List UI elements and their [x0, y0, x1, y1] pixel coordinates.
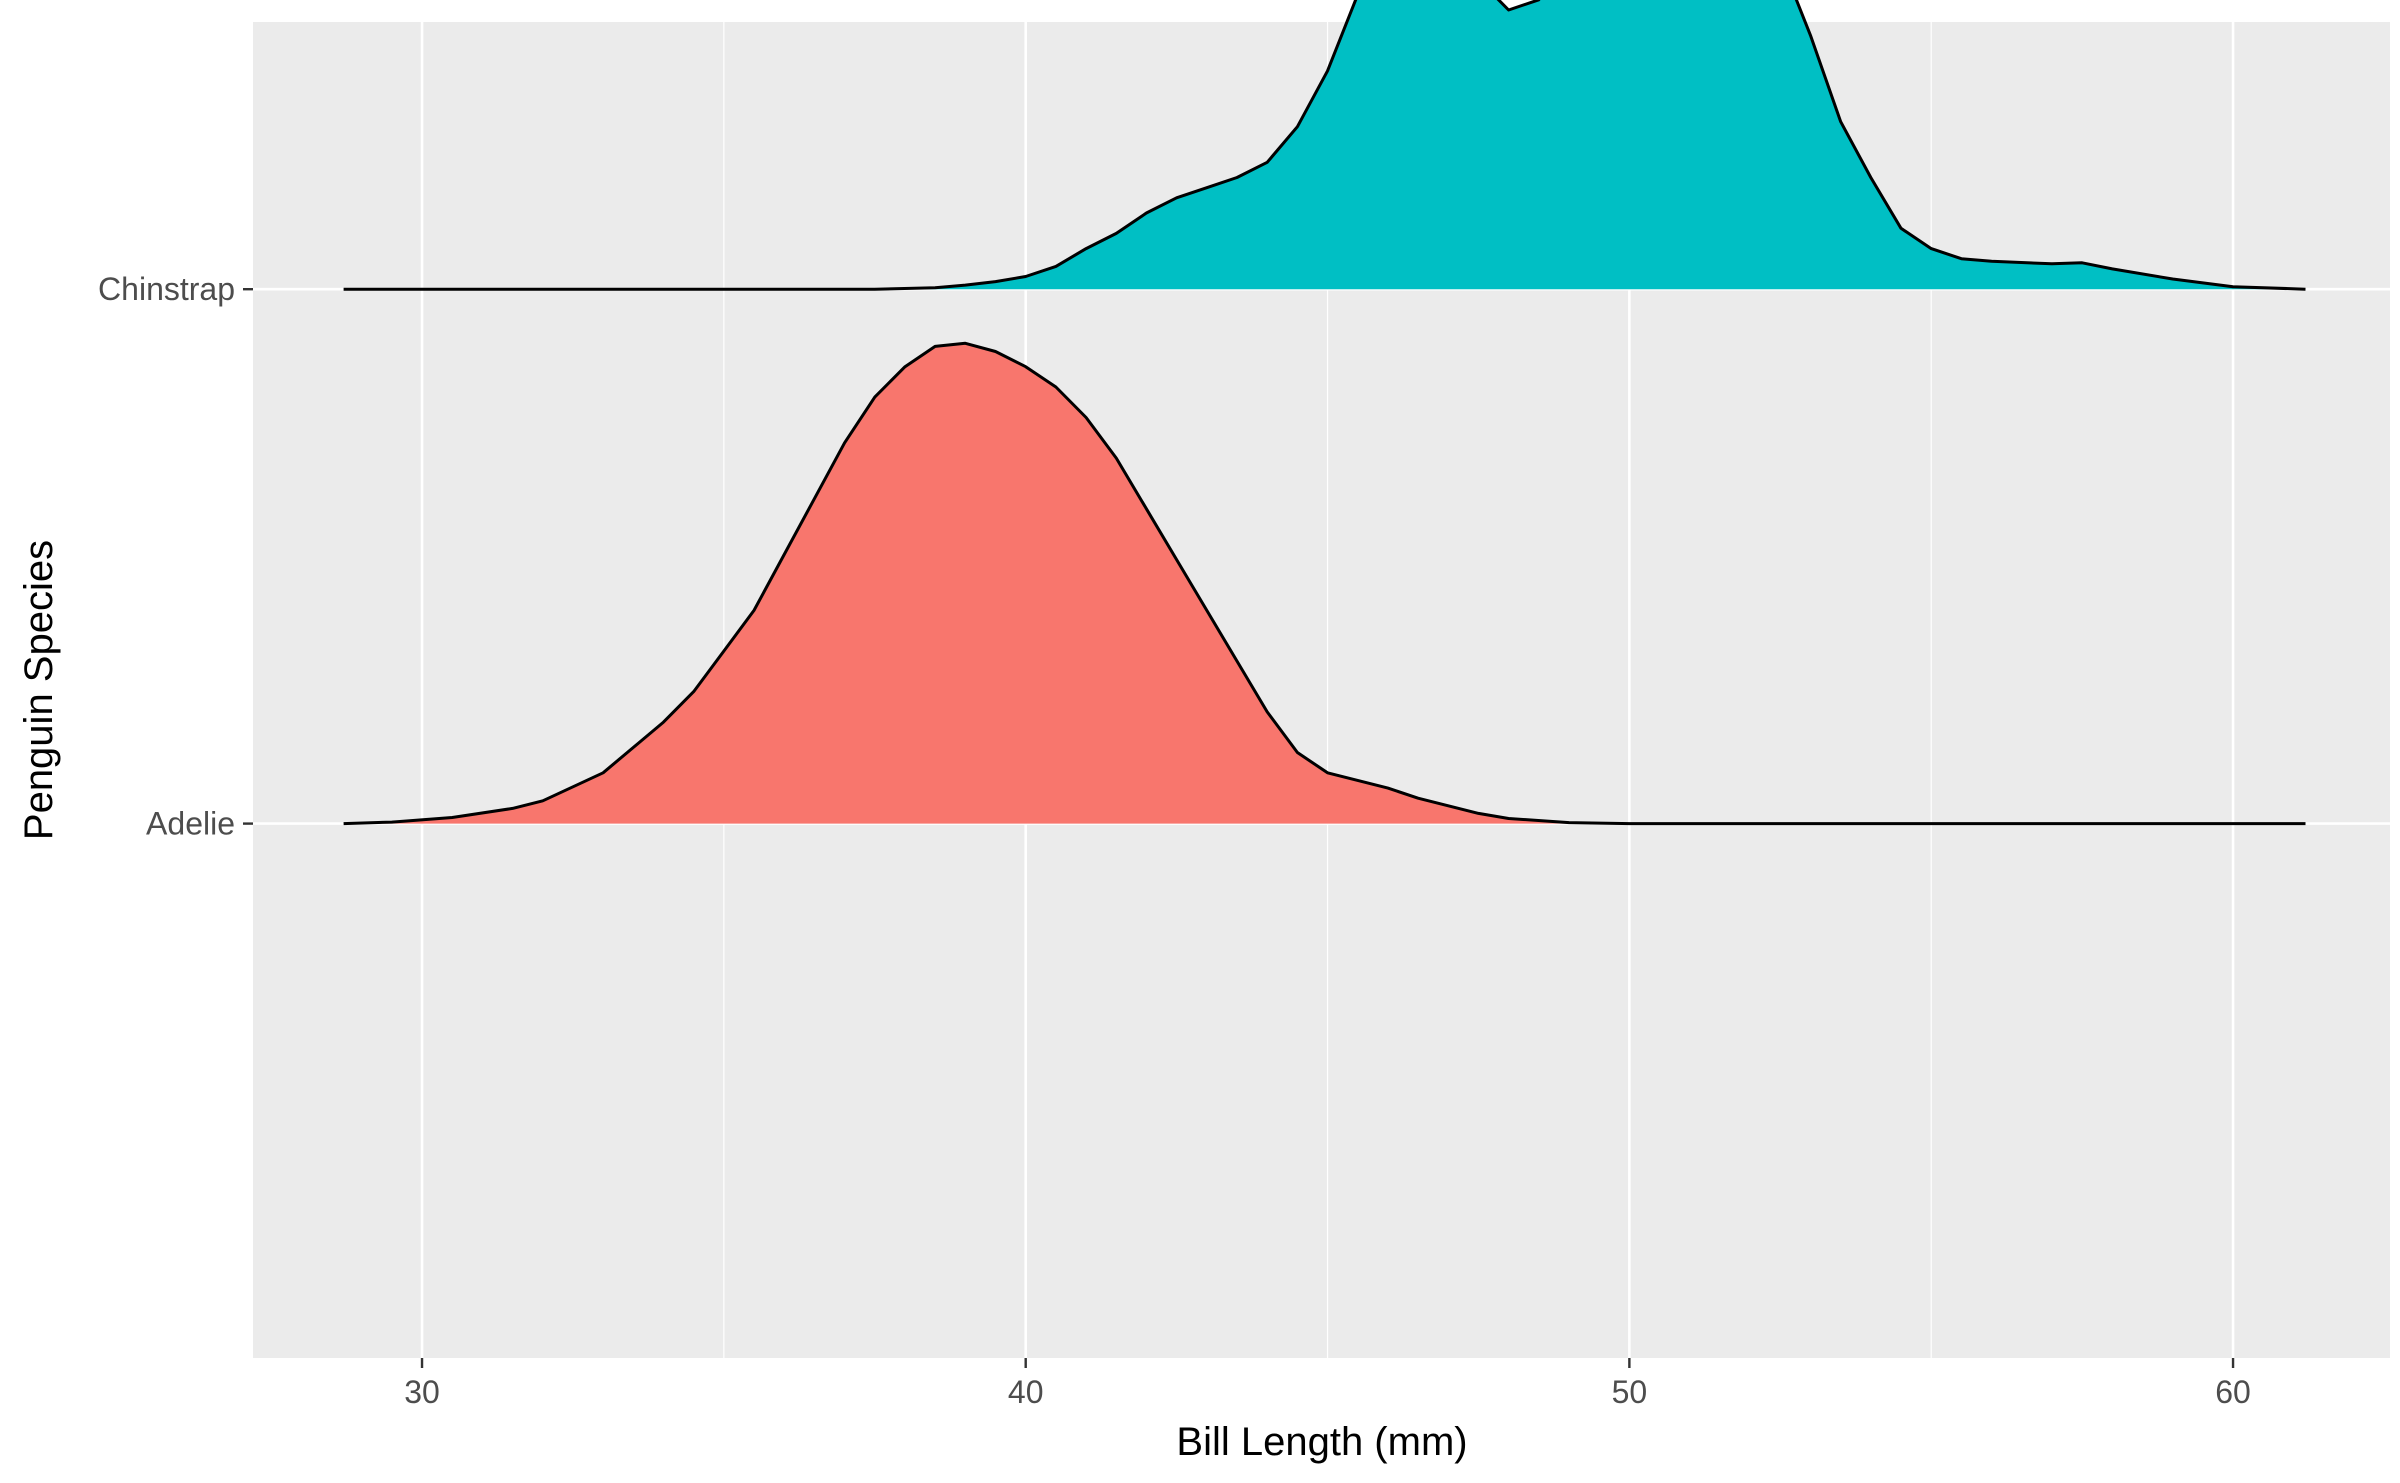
density-ridges [343, 0, 2306, 826]
y-tick-label: Adelie [146, 806, 235, 842]
x-axis-title: Bill Length (mm) [1176, 1420, 1467, 1464]
y-axis-title: Penguin Species [17, 540, 61, 840]
x-tick-label: 30 [404, 1374, 440, 1410]
x-tick-label: 40 [1008, 1374, 1044, 1410]
ridge-outline-adelie [343, 341, 2306, 826]
ridge-area-chinstrap [343, 0, 2306, 290]
x-axis: 30 40 50 60 [404, 1358, 2251, 1410]
x-tick-label: 50 [1612, 1374, 1648, 1410]
ridge-outline-chinstrap [343, 0, 2306, 291]
y-axis: Adelie Chinstrap [98, 271, 253, 842]
x-tick-label: 60 [2215, 1374, 2251, 1410]
y-tick-label: Chinstrap [98, 271, 235, 307]
